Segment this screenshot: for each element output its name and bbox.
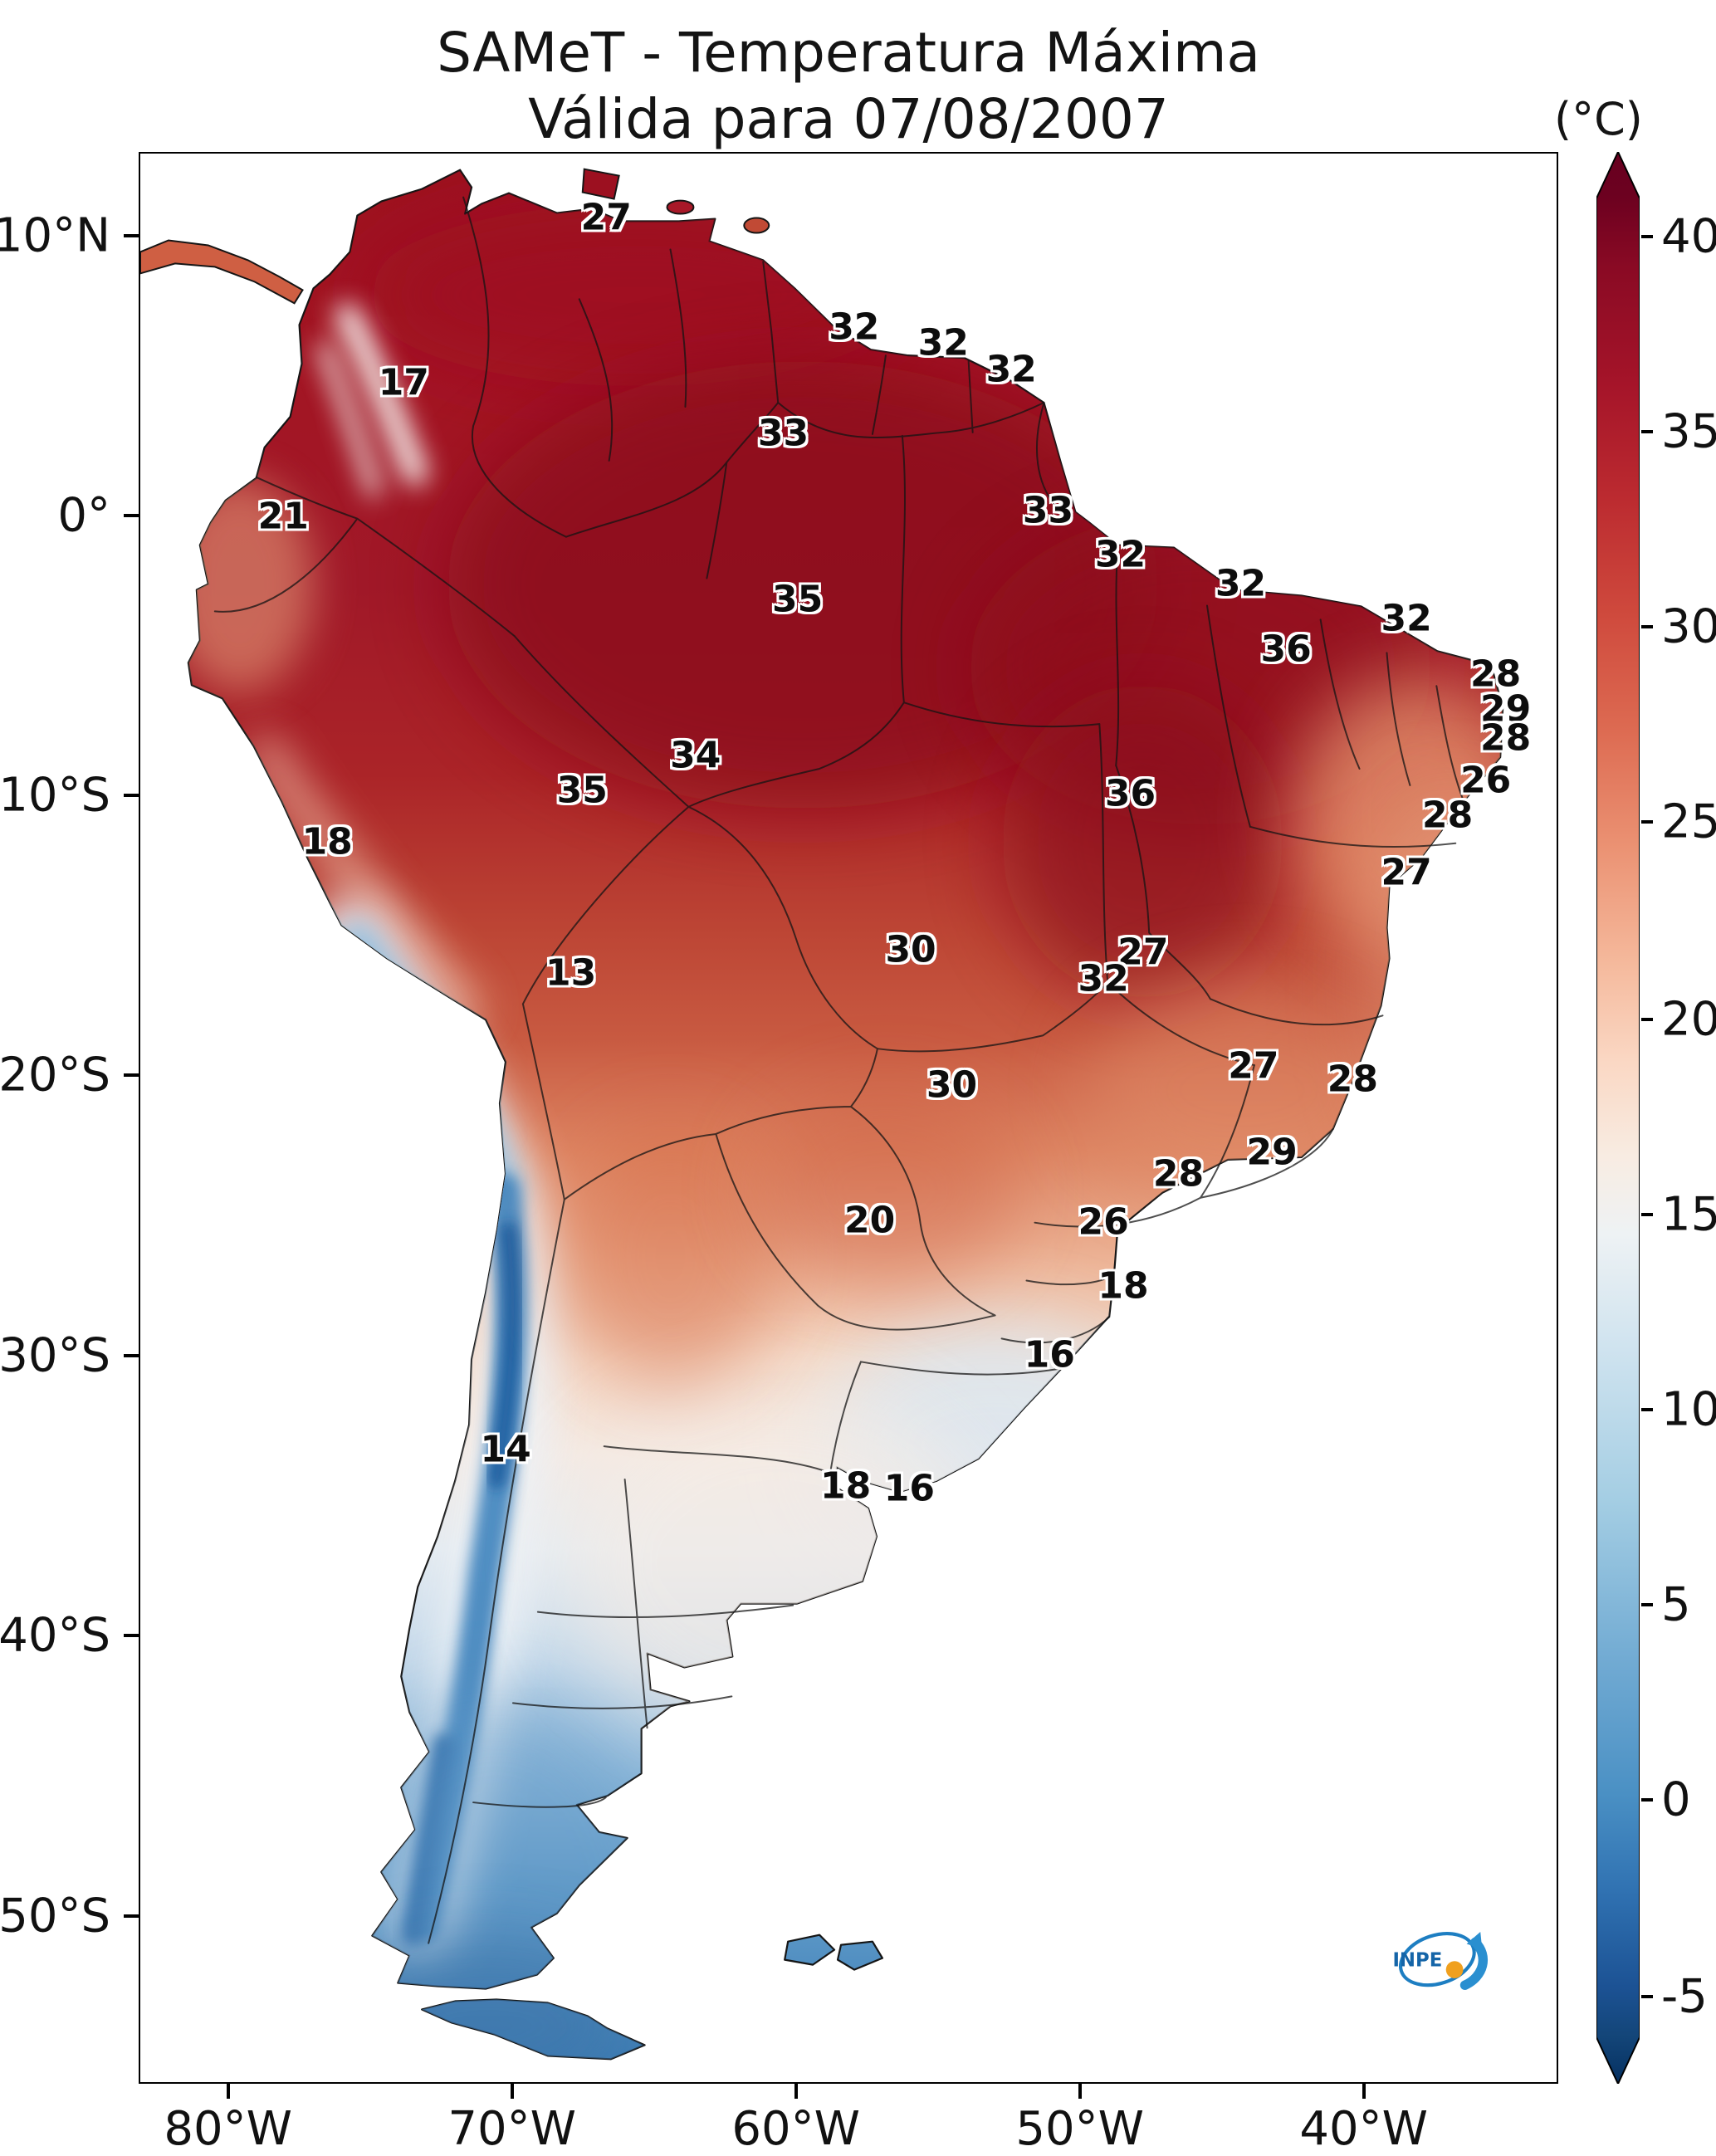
lon-tick-mark	[226, 2084, 230, 2099]
margarita-island	[666, 199, 695, 215]
lon-tick-mark	[1078, 2084, 1082, 2099]
lat-tick-label: 30°S	[0, 1328, 110, 1383]
lon-tick-label: 80°W	[164, 2102, 293, 2156]
lon-tick-label: 40°W	[1299, 2102, 1429, 2156]
orbit-ellipse-icon	[1398, 1932, 1476, 1987]
colorbar-tick-mark	[1641, 1797, 1653, 1802]
lon-tick-label: 60°W	[731, 2102, 861, 2156]
colorbar-tick-mark	[1641, 430, 1653, 434]
panama-strip	[140, 239, 304, 305]
colorbar	[1596, 152, 1640, 2084]
colorbar-gradient-bar	[1596, 152, 1640, 2084]
lat-tick-label: 10°S	[0, 768, 110, 823]
temperature-field	[188, 203, 1503, 2060]
lon-axis: 80°W 70°W 60°W 50°W 40°W	[139, 2084, 1558, 2156]
inpe-logo: INPE	[1382, 1909, 1498, 2009]
colorbar-tick-label: 10	[1661, 1382, 1716, 1437]
inpe-logo-svg: INPE	[1392, 1931, 1488, 1990]
trinidad-island	[743, 217, 770, 234]
colorbar-svg	[1596, 152, 1640, 2084]
page-title: SAMeT - Temperatura Máxima	[437, 21, 1260, 85]
colorbar-tick-label: 20	[1661, 992, 1716, 1047]
colorbar-tick-label: 0	[1661, 1772, 1691, 1827]
lon-tick-label: 70°W	[447, 2102, 577, 2156]
colorbar-tick-label: 5	[1661, 1577, 1691, 1632]
lat-tick-mark	[124, 1914, 139, 1918]
map-svg	[140, 168, 1504, 2061]
colorbar-tick-label: 30	[1661, 599, 1716, 654]
lat-tick-mark	[124, 1073, 139, 1078]
lat-tick-label: 40°S	[0, 1608, 110, 1663]
colorbar-axis: 40 35 30 25 20 15 10 5 0 -5	[1641, 152, 1716, 2084]
lat-tick-mark	[124, 514, 139, 518]
colorbar-tick-mark	[1641, 1407, 1653, 1411]
landmass	[140, 168, 1504, 2061]
lat-tick-mark	[124, 1634, 139, 1638]
colorbar-tick-label: 15	[1661, 1187, 1716, 1242]
colorbar-tick-label: -5	[1661, 1969, 1708, 2024]
colorbar-tick-mark	[1641, 1212, 1653, 1216]
title-block: SAMeT - Temperatura Máxima Válida para 0…	[139, 20, 1558, 153]
lat-tick-label: 20°S	[0, 1048, 110, 1102]
inpe-logo-text: INPE	[1392, 1949, 1442, 1971]
lat-tick-label: 50°S	[0, 1889, 110, 1943]
colorbar-tick-label: 35	[1661, 404, 1716, 459]
page-subtitle: Válida para 07/08/2007	[528, 87, 1169, 151]
colorbar-unit-label: (°C)	[1554, 93, 1643, 145]
lon-tick-mark	[1362, 2084, 1366, 2099]
colorbar-tick-mark	[1641, 235, 1653, 239]
orange-dot-icon	[1445, 1961, 1464, 1978]
colorbar-tick-label: 40	[1661, 209, 1716, 264]
colorbar-tick-mark	[1641, 1995, 1653, 1999]
map-plot-area: 27 32 32 32 17 33 33 21 32 32 35 32 36 28 29 28 34 26 35 36…	[139, 152, 1558, 2084]
lat-tick-label: 10°N	[0, 208, 110, 263]
lat-axis: 10°N 0° 10°S 20°S 30°S 40°S 50°S	[0, 152, 139, 2084]
paraguana-peninsula	[581, 168, 620, 200]
political-borders	[213, 196, 1469, 1944]
lat-tick-mark	[124, 1353, 139, 1357]
lon-tick-mark	[794, 2084, 798, 2099]
lat-tick-mark	[124, 793, 139, 797]
colorbar-tick-mark	[1641, 625, 1653, 629]
colorbar-tick-mark	[1641, 820, 1653, 824]
lon-tick-mark	[510, 2084, 514, 2099]
arrow-head-icon	[1466, 1931, 1483, 1949]
colorbar-tick-mark	[1641, 1602, 1653, 1606]
lon-tick-label: 50°W	[1015, 2102, 1145, 2156]
colorbar-tick-mark	[1641, 1017, 1653, 1021]
lat-tick-mark	[124, 234, 139, 238]
lat-tick-label: 0°	[57, 488, 110, 543]
colorbar-tick-label: 25	[1661, 794, 1716, 849]
